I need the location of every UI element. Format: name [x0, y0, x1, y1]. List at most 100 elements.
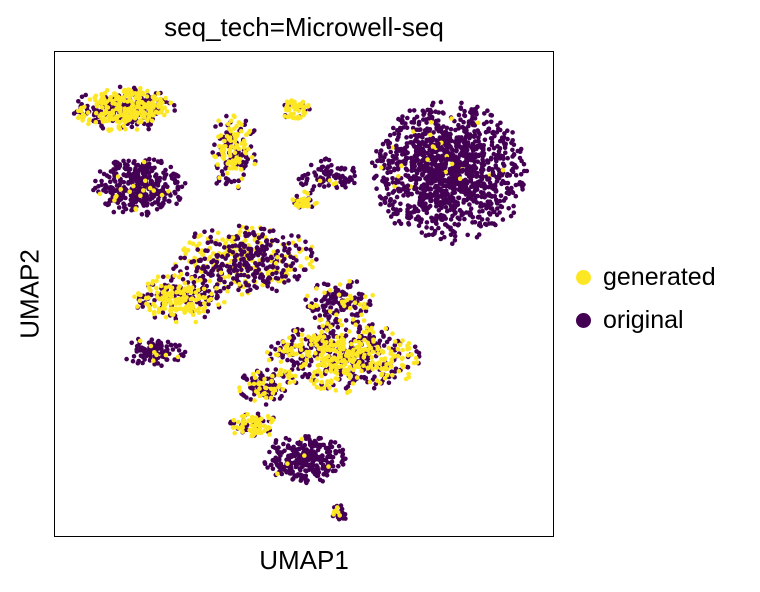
original-point	[510, 169, 516, 175]
generated-point	[174, 289, 179, 295]
original-point	[325, 282, 331, 288]
generated-point	[189, 305, 195, 311]
generated-point	[376, 360, 382, 366]
original-point	[97, 169, 103, 174]
original-point	[97, 119, 102, 125]
original-point	[142, 165, 147, 171]
generated-point	[99, 105, 105, 110]
original-point	[269, 286, 275, 292]
generated-point	[134, 110, 140, 116]
generated-point	[350, 381, 356, 386]
plot-frame	[54, 51, 554, 537]
original-point	[436, 141, 441, 147]
generated-point	[252, 161, 257, 167]
original-point	[227, 248, 232, 254]
original-point	[136, 343, 141, 349]
original-point	[395, 160, 400, 166]
original-point	[116, 205, 122, 210]
original-point	[328, 295, 334, 301]
original-point	[400, 114, 405, 119]
original-point	[258, 375, 263, 381]
generated-point	[314, 286, 319, 291]
original-point	[483, 129, 489, 135]
generated-point	[261, 391, 266, 397]
original-point	[294, 258, 299, 263]
generated-point	[370, 293, 376, 298]
generated-point	[277, 347, 282, 352]
original-point	[241, 172, 246, 177]
original-point	[486, 191, 492, 197]
original-point	[405, 193, 411, 198]
original-point	[329, 459, 335, 465]
original-point	[196, 258, 202, 264]
generated-point	[226, 126, 232, 132]
original-point	[139, 212, 145, 217]
original-point	[463, 140, 469, 145]
legend-label: generated	[603, 263, 716, 291]
original-point	[262, 252, 268, 257]
original-point	[270, 271, 275, 277]
generated-point	[283, 107, 289, 113]
original-point	[392, 221, 398, 226]
original-point	[407, 140, 413, 145]
original-point	[433, 109, 438, 114]
original-point	[176, 348, 182, 353]
original-point	[462, 108, 467, 114]
original-point	[290, 453, 295, 459]
generated-point	[368, 361, 374, 367]
original-point	[311, 449, 317, 455]
original-point	[274, 447, 280, 452]
original-point	[406, 174, 411, 179]
original-point	[503, 196, 508, 201]
original-point	[452, 238, 458, 243]
generated-point	[337, 318, 343, 323]
original-point	[438, 236, 444, 242]
original-point	[485, 217, 490, 222]
original-point	[168, 164, 174, 170]
original-point	[263, 402, 269, 407]
original-point	[469, 110, 475, 116]
generated-point	[395, 353, 401, 359]
original-point	[505, 190, 511, 195]
generated-point	[376, 351, 381, 356]
original-point	[423, 233, 429, 238]
original-point	[271, 228, 276, 233]
generated-point	[285, 373, 291, 378]
generated-point	[367, 351, 372, 357]
original-point	[385, 166, 391, 171]
original-point	[433, 178, 438, 183]
generated-point	[193, 297, 199, 303]
generated-point	[291, 379, 297, 384]
generated-point	[362, 301, 367, 307]
original-point	[469, 120, 474, 125]
generated-point	[354, 375, 360, 380]
original-point	[292, 267, 298, 272]
original-point	[236, 287, 241, 293]
generated-point	[299, 332, 305, 338]
generated-point	[118, 97, 123, 103]
original-point	[226, 284, 231, 290]
original-point	[409, 159, 415, 165]
original-point	[121, 201, 126, 206]
original-point	[448, 227, 453, 232]
generated-point	[107, 97, 113, 102]
original-point	[398, 188, 403, 194]
generated-point	[145, 88, 150, 94]
generated-point	[94, 101, 99, 107]
generated-point	[221, 156, 227, 162]
generated-point	[169, 312, 174, 317]
original-point	[460, 124, 465, 130]
original-point	[356, 329, 361, 335]
generated-point	[280, 339, 286, 345]
generated-point	[396, 368, 402, 374]
generated-point	[160, 306, 166, 311]
original-point	[303, 246, 309, 252]
generated-point	[228, 118, 234, 124]
original-point	[213, 241, 218, 246]
generated-point	[406, 375, 412, 380]
generated-point	[265, 413, 271, 419]
original-point	[273, 367, 279, 372]
original-point	[503, 150, 508, 155]
generated-point	[331, 181, 336, 187]
generated-point	[371, 337, 376, 343]
